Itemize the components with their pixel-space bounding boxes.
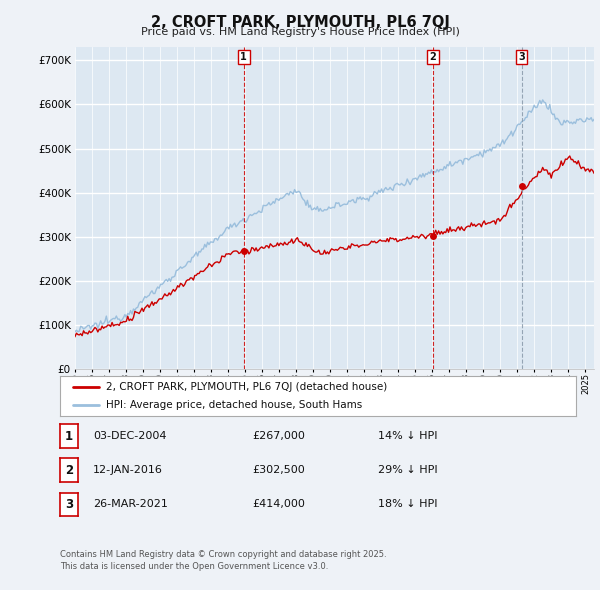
Text: 2, CROFT PARK, PLYMOUTH, PL6 7QJ: 2, CROFT PARK, PLYMOUTH, PL6 7QJ [151,15,449,30]
Text: 18% ↓ HPI: 18% ↓ HPI [378,500,437,509]
Text: £267,000: £267,000 [252,431,305,441]
Text: HPI: Average price, detached house, South Hams: HPI: Average price, detached house, Sout… [106,400,362,410]
Text: Contains HM Land Registry data © Crown copyright and database right 2025.
This d: Contains HM Land Registry data © Crown c… [60,550,386,571]
Text: 26-MAR-2021: 26-MAR-2021 [93,500,168,509]
Text: 2: 2 [65,464,73,477]
Text: 14% ↓ HPI: 14% ↓ HPI [378,431,437,441]
Text: 2, CROFT PARK, PLYMOUTH, PL6 7QJ (detached house): 2, CROFT PARK, PLYMOUTH, PL6 7QJ (detach… [106,382,388,392]
Text: 29% ↓ HPI: 29% ↓ HPI [378,466,437,475]
Text: Price paid vs. HM Land Registry's House Price Index (HPI): Price paid vs. HM Land Registry's House … [140,27,460,37]
Text: 03-DEC-2004: 03-DEC-2004 [93,431,167,441]
Text: 2: 2 [430,52,436,62]
Text: 3: 3 [518,52,525,62]
Text: £414,000: £414,000 [252,500,305,509]
Text: £302,500: £302,500 [252,466,305,475]
Text: 1: 1 [65,430,73,442]
Text: 1: 1 [241,52,247,62]
Text: 12-JAN-2016: 12-JAN-2016 [93,466,163,475]
Text: 3: 3 [65,498,73,511]
